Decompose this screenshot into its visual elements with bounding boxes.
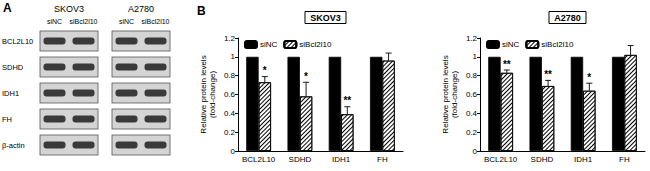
svg-text:siNC: siNC (260, 40, 278, 49)
svg-text:IDH1: IDH1 (332, 155, 351, 164)
svg-text:1.2: 1.2 (224, 34, 236, 43)
svg-text:0.6: 0.6 (224, 90, 236, 99)
svg-text:1: 1 (231, 52, 236, 61)
svg-text:SKOV3: SKOV3 (310, 13, 341, 23)
svg-text:Relative protein levels: Relative protein levels (441, 55, 450, 133)
svg-text:(fold-change): (fold-change) (450, 71, 459, 118)
svg-text:β-actin: β-actin (2, 141, 25, 150)
svg-text:FH: FH (619, 155, 630, 164)
svg-text:0.8: 0.8 (466, 71, 478, 80)
svg-text:SKOV3: SKOV3 (54, 4, 84, 14)
svg-text:0.2: 0.2 (466, 128, 478, 137)
svg-text:0.4: 0.4 (466, 109, 478, 118)
svg-text:siNC: siNC (47, 18, 62, 25)
svg-text:siBcl2l10: siBcl2l10 (69, 18, 97, 25)
svg-text:SDHD: SDHD (289, 155, 312, 164)
svg-text:IDH1: IDH1 (574, 155, 593, 164)
svg-text:0.8: 0.8 (224, 71, 236, 80)
svg-text:IDH1: IDH1 (2, 89, 19, 98)
svg-text:siNC: siNC (119, 18, 134, 25)
svg-text:siBcl2l10: siBcl2l10 (299, 40, 332, 49)
svg-text:A2780: A2780 (128, 4, 154, 14)
svg-text:0.4: 0.4 (224, 109, 236, 118)
svg-text:siNC: siNC (502, 40, 520, 49)
svg-text:0.6: 0.6 (466, 90, 478, 99)
svg-text:SDHD: SDHD (2, 63, 24, 72)
svg-text:BCL2L10: BCL2L10 (484, 155, 518, 164)
svg-text:**: ** (343, 95, 351, 106)
svg-text:*: * (587, 72, 591, 83)
svg-text:0: 0 (231, 147, 236, 156)
svg-text:*: * (304, 71, 308, 82)
svg-text:**: ** (544, 69, 552, 80)
svg-text:Relative protein levels: Relative protein levels (199, 55, 208, 133)
svg-text:BCL2L10: BCL2L10 (242, 155, 276, 164)
svg-text:FH: FH (2, 115, 12, 124)
svg-text:**: ** (503, 59, 511, 70)
svg-text:FH: FH (377, 155, 388, 164)
svg-text:A2780: A2780 (554, 13, 581, 23)
svg-text:0.2: 0.2 (224, 128, 236, 137)
svg-text:BCL2L10: BCL2L10 (2, 37, 33, 46)
svg-text:B: B (197, 4, 206, 18)
svg-text:1.2: 1.2 (466, 34, 478, 43)
svg-text:0: 0 (473, 147, 478, 156)
svg-text:A: A (3, 1, 12, 15)
svg-text:siBcl2l10: siBcl2l10 (541, 40, 574, 49)
svg-text:SDHD: SDHD (531, 155, 554, 164)
svg-text:siBcl2l10: siBcl2l10 (141, 18, 169, 25)
svg-text:(fold-change): (fold-change) (208, 71, 217, 118)
svg-text:1: 1 (473, 52, 478, 61)
svg-text:*: * (263, 65, 267, 76)
